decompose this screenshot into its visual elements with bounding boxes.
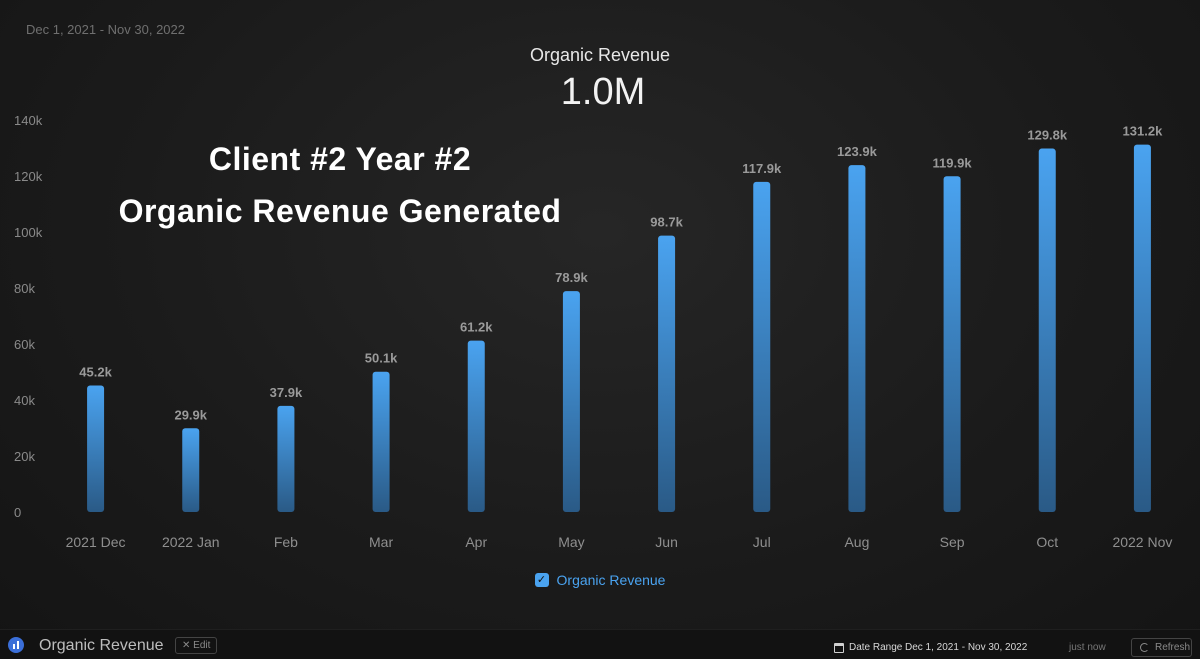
- data-label: 50.1k: [365, 351, 398, 366]
- bar-chart: 0 20k 40k 60k 80k 100k 120k 140k 45.2k 29.9k 37.9…: [14, 113, 1173, 550]
- data-label: 61.2k: [460, 320, 493, 335]
- bar[interactable]: [467, 340, 485, 512]
- widget-footer: Organic Revenue ✕ Edit Date Range Dec 1,…: [0, 629, 1200, 659]
- legend-label[interactable]: Organic Revenue: [556, 572, 666, 588]
- data-label: 45.2k: [79, 364, 112, 379]
- bar-series: 45.2k 29.9k 37.9k 50.1k 61.2k 78.9k 98.7k 117.9…: [79, 124, 1163, 512]
- data-label: 129.8k: [1027, 128, 1068, 143]
- kpi-label: Organic Revenue: [529, 45, 671, 65]
- x-tick-label: Aug: [844, 534, 869, 550]
- overlay-title-line2: Organic Revenue Generated: [118, 193, 562, 229]
- y-tick-label: 120k: [14, 169, 43, 184]
- data-label: 78.9k: [555, 270, 588, 285]
- x-tick-label: Sep: [940, 534, 965, 550]
- x-tick-label: May: [558, 534, 584, 550]
- x-tick-label: Mar: [369, 534, 393, 550]
- close-icon: ✕: [182, 640, 194, 651]
- y-tick-label: 140k: [14, 113, 43, 128]
- bar-chart-app-icon: [8, 637, 24, 653]
- overlay-title-line1: Client #2 Year #2: [208, 141, 472, 177]
- data-label: 117.9k: [742, 161, 782, 176]
- data-label: 131.2k: [1123, 124, 1164, 139]
- x-tick-label: 2022 Nov: [1112, 534, 1172, 550]
- y-axis: 0 20k 40k 60k 80k 100k 120k 140k: [14, 113, 43, 520]
- data-label: 98.7k: [650, 215, 683, 230]
- bar[interactable]: [753, 181, 771, 512]
- bar[interactable]: [943, 176, 961, 512]
- bar[interactable]: [182, 428, 200, 512]
- y-tick-label: 40k: [14, 393, 35, 408]
- x-tick-label: Jun: [655, 534, 678, 550]
- edit-button[interactable]: ✕ Edit: [175, 637, 218, 654]
- x-tick-label: 2021 Dec: [66, 534, 126, 550]
- bar[interactable]: [87, 385, 105, 512]
- data-label: 123.9k: [837, 144, 878, 159]
- date-range-value[interactable]: Dec 1, 2021 - Nov 30, 2022: [905, 642, 1028, 653]
- last-updated: just now: [1069, 642, 1106, 653]
- y-tick-label: 0: [14, 505, 21, 520]
- bar[interactable]: [1133, 144, 1151, 512]
- x-tick-label: Jul: [753, 534, 771, 550]
- y-tick-label: 20k: [14, 449, 35, 464]
- x-tick-label: 2022 Jan: [162, 534, 220, 550]
- data-label: 119.9k: [933, 155, 973, 170]
- y-tick-label: 60k: [14, 337, 35, 352]
- bar[interactable]: [372, 371, 390, 512]
- calendar-icon: [834, 643, 844, 653]
- y-tick-label: 80k: [14, 281, 35, 296]
- refresh-button[interactable]: Refresh: [1131, 638, 1192, 657]
- x-tick-label: Feb: [274, 534, 298, 550]
- date-range-caption: Dec 1, 2021 - Nov 30, 2022: [26, 22, 185, 37]
- widget-title: Organic Revenue: [39, 637, 164, 654]
- bar[interactable]: [562, 291, 580, 512]
- date-range-label: Date Range: [849, 642, 903, 653]
- x-tick-label: Oct: [1036, 534, 1058, 550]
- refresh-icon[interactable]: [1140, 643, 1149, 652]
- y-tick-label: 100k: [14, 225, 43, 240]
- checkbox-checked-icon[interactable]: ✓: [534, 573, 549, 587]
- bar[interactable]: [277, 405, 295, 512]
- chart-legend[interactable]: ✓ Organic Revenue: [0, 572, 1200, 588]
- bar[interactable]: [848, 165, 866, 512]
- edit-label: Edit: [193, 640, 211, 651]
- data-label: 29.9k: [174, 407, 207, 422]
- kpi-value: 1.0M: [560, 71, 646, 113]
- data-label: 37.9k: [270, 385, 303, 400]
- bar[interactable]: [658, 235, 676, 512]
- bar[interactable]: [1038, 148, 1056, 512]
- x-tick-label: Apr: [465, 534, 487, 550]
- x-axis: 2021 Dec 2022 Jan Feb Mar Apr May Jun Jul Aug Sep…: [66, 534, 1173, 550]
